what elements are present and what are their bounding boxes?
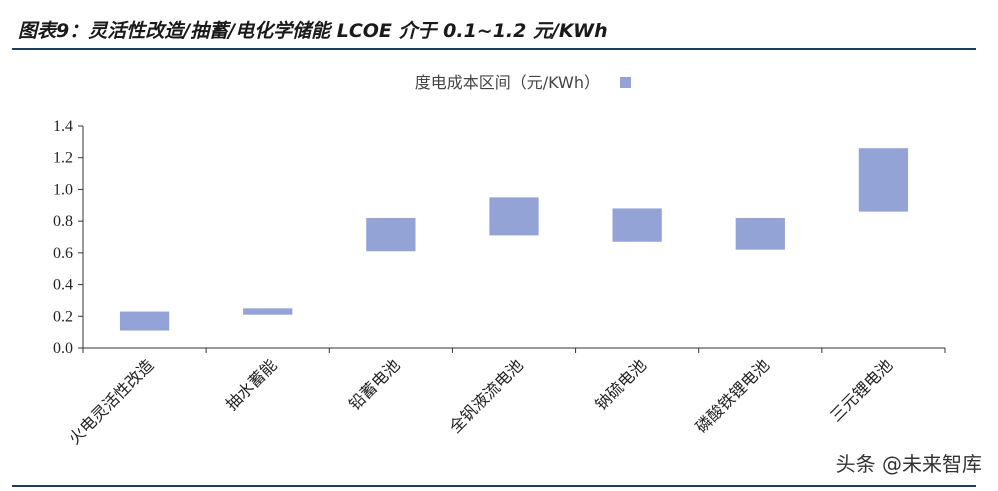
range-bar [119, 311, 170, 331]
category-label: 全钒液流电池 [446, 355, 527, 436]
category-labels: 火电灵活性改造 抽水蓄能 铅蓄电池 全钒液流电池 钠硫电池 磷酸铁锂电池 三元锂电池 [65, 355, 896, 448]
category-label: 磷酸铁锂电池 [692, 355, 773, 436]
title-rule [12, 48, 976, 50]
range-bar [489, 197, 539, 236]
legend-label: 度电成本区间（元/KWh） [415, 73, 600, 92]
y-tick-label: 1.4 [53, 118, 73, 135]
range-bar [612, 208, 662, 242]
y-axis: 0.0 0.2 0.4 0.6 0.8 1.0 1.2 1.4 [53, 118, 84, 357]
watermark: 头条 @未来智库 [835, 452, 982, 476]
y-tick-label: 0.6 [53, 245, 73, 262]
category-label: 抽水蓄能 [222, 355, 281, 414]
range-bar [243, 308, 293, 315]
category-label: 三元锂电池 [826, 355, 896, 425]
y-tick-label: 0.4 [53, 277, 73, 294]
y-tick-label: 0.2 [53, 308, 73, 325]
category-label: 铅蓄电池 [345, 355, 404, 414]
footer-rule [12, 485, 976, 487]
y-tick-label: 0.8 [53, 213, 73, 230]
x-axis [82, 347, 946, 353]
bars [119, 148, 909, 331]
legend: 度电成本区间（元/KWh） [415, 73, 631, 92]
category-label: 钠硫电池 [591, 355, 650, 414]
category-label: 火电灵活性改造 [65, 355, 158, 448]
range-bar [858, 148, 909, 212]
chart-title: 图表9：灵活性改造/抽蓄/电化学储能 LCOE 介于 0.1~1.2 元/KWh [18, 20, 608, 42]
range-bar [366, 217, 416, 252]
legend-swatch [620, 77, 631, 88]
range-bar [735, 217, 785, 250]
y-tick-label: 1.2 [53, 150, 73, 167]
y-tick-label: 1.0 [53, 181, 73, 198]
y-tick-label: 0.0 [53, 340, 73, 357]
